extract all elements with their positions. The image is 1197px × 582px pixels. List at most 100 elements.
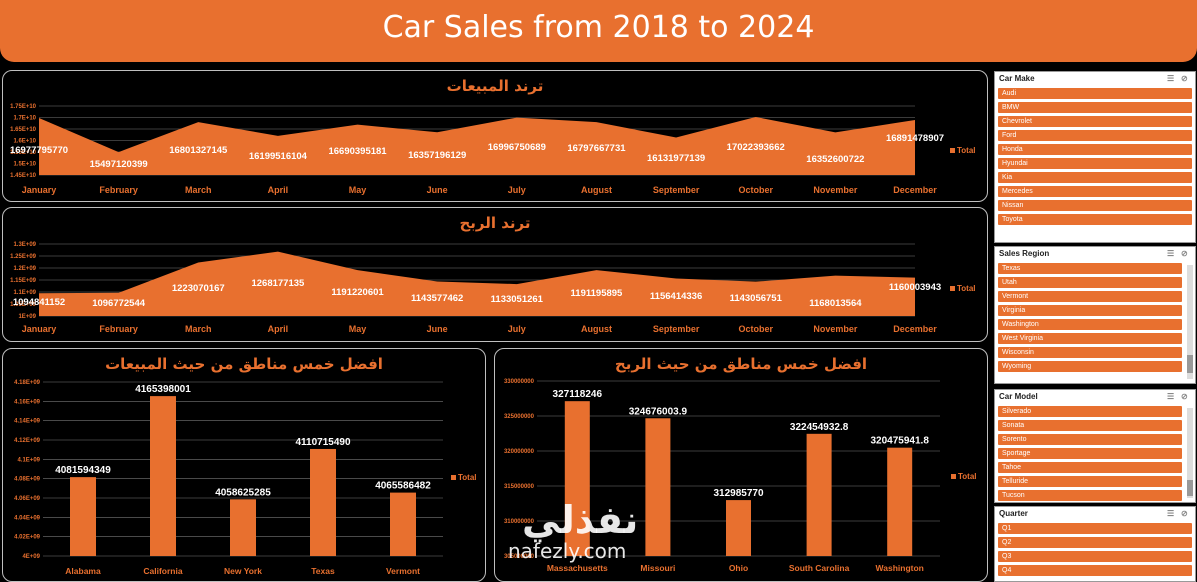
- slicer-item[interactable]: Mercedes: [998, 186, 1192, 197]
- legend-swatch: [950, 148, 955, 153]
- slicer-item[interactable]: Nissan: [998, 200, 1192, 211]
- data-label: 1160003943: [889, 282, 941, 293]
- y-tick-label: 1.3E+09: [13, 242, 36, 248]
- data-label: 1143056751: [730, 293, 783, 304]
- scrollbar[interactable]: [1187, 408, 1193, 498]
- multi-select-icon[interactable]: ☰: [1167, 392, 1175, 401]
- legend-label: Total: [958, 472, 977, 481]
- slicer-item[interactable]: Washington: [998, 319, 1182, 330]
- data-label: 1143577462: [411, 293, 463, 304]
- y-tick-label: 310000000: [504, 519, 535, 525]
- slicer-item[interactable]: Virginia: [998, 305, 1182, 316]
- slicer-item[interactable]: Tucson: [998, 490, 1182, 501]
- slicer-item[interactable]: Sonata: [998, 420, 1182, 431]
- slicer-item[interactable]: Honda: [998, 144, 1192, 155]
- y-tick-label: 4E+09: [22, 554, 40, 560]
- x-tick-label: South Carolina: [789, 563, 850, 573]
- data-label: 4165398001: [135, 384, 191, 395]
- multi-select-icon[interactable]: ☰: [1167, 249, 1175, 258]
- car-model-slicer[interactable]: Car Model ☰ ⊘ Silverado Sonata Sorento Sporta…: [994, 389, 1196, 503]
- x-tick-label: March: [185, 324, 212, 334]
- data-label: 16690395181: [328, 146, 387, 157]
- slicer-item[interactable]: Telluride: [998, 476, 1182, 487]
- quarter-slicer[interactable]: Quarter ☰ ⊘ Q1 Q2 Q3 Q4: [994, 506, 1196, 582]
- slicer-item[interactable]: Wisconsin: [998, 347, 1182, 358]
- multi-select-icon[interactable]: ☰: [1167, 74, 1175, 83]
- dashboard-title: Car Sales from 2018 to 2024: [0, 0, 1197, 62]
- x-tick-label: Massachusetts: [547, 563, 608, 573]
- y-tick-label: 4.16E+09: [14, 399, 41, 405]
- slicer-item[interactable]: Sportage: [998, 448, 1182, 459]
- x-tick-label: May: [349, 324, 367, 334]
- x-tick-label: April: [268, 324, 289, 334]
- clear-filter-icon[interactable]: ⊘: [1181, 509, 1188, 518]
- slicer-item[interactable]: Q3: [998, 551, 1192, 562]
- multi-select-icon[interactable]: ☰: [1167, 509, 1175, 518]
- x-tick-label: May: [349, 185, 367, 195]
- data-label: 16801327145: [169, 145, 228, 156]
- watermark-latin: nafezly.com: [508, 539, 627, 563]
- clear-filter-icon[interactable]: ⊘: [1181, 392, 1188, 401]
- bar: [564, 401, 590, 556]
- slicer-item[interactable]: Texas: [998, 263, 1182, 274]
- bar: [806, 433, 832, 556]
- slicer-item[interactable]: Toyota: [998, 214, 1192, 225]
- slicer-item[interactable]: Tahoe: [998, 462, 1182, 473]
- top-profit-regions-panel: افضل خمس مناطق من حيث الربح 330000000 325…: [494, 348, 988, 582]
- data-label: 4081594349: [55, 465, 111, 476]
- slicer-item[interactable]: Ford: [998, 130, 1192, 141]
- bar: [70, 477, 96, 556]
- x-tick-label: June: [427, 324, 448, 334]
- y-tick-label: 4.1E+09: [17, 457, 40, 463]
- x-tick-label: December: [893, 185, 937, 195]
- data-label: 16996750689: [488, 142, 546, 153]
- slicer-item[interactable]: BMW: [998, 102, 1192, 113]
- data-label: 4110715490: [295, 437, 351, 448]
- x-tick-label: Missouri: [640, 563, 675, 573]
- slicer-item[interactable]: Q4: [998, 565, 1192, 576]
- sales-region-slicer[interactable]: Sales Region ☰ ⊘ Texas Utah Vermont Virginia W…: [994, 246, 1196, 384]
- slicer-item[interactable]: Q1: [998, 523, 1192, 534]
- slicer-item[interactable]: Vermont: [998, 291, 1182, 302]
- data-label: 16199516104: [249, 151, 308, 162]
- slicer-item[interactable]: Hyundai: [998, 158, 1192, 169]
- x-tick-label: February: [99, 324, 138, 334]
- data-label: 16797667731: [567, 143, 626, 154]
- slicer-item[interactable]: Wyoming: [998, 361, 1182, 372]
- car-make-slicer[interactable]: Car Make ☰ ⊘ Audi BMW Chevrolet Ford Honda Hyun…: [994, 71, 1196, 243]
- y-tick-label: 4.12E+09: [14, 438, 41, 444]
- clear-filter-icon[interactable]: ⊘: [1181, 249, 1188, 258]
- top-sales-regions-chart: 4.18E+09 4.16E+09 4.14E+09 4.12E+09 4.1E+09 4…: [14, 380, 477, 576]
- y-tick-label: 315000000: [504, 484, 535, 490]
- top-sales-regions-panel: افضل خمس مناطق من حيث المبيعات 4.18E+09 4…: [2, 348, 486, 582]
- x-tick-label: January: [22, 185, 57, 195]
- x-tick-label: New York: [224, 566, 262, 576]
- chart-title: ترند المبيعات: [446, 77, 544, 95]
- area-series-total: [39, 251, 915, 316]
- slicer-item[interactable]: West Virginia: [998, 333, 1182, 344]
- data-label: 16131977139: [647, 153, 705, 164]
- data-label: 4065586482: [375, 481, 431, 492]
- scrollbar[interactable]: [1187, 265, 1193, 379]
- slicer-item[interactable]: Sorento: [998, 434, 1182, 445]
- slicer-item[interactable]: Silverado: [998, 406, 1182, 417]
- slicer-item[interactable]: Chevrolet: [998, 116, 1192, 127]
- data-label: 1133051261: [491, 294, 544, 305]
- y-tick-label: 1.1E+09: [13, 290, 36, 296]
- x-tick-label: July: [508, 324, 526, 334]
- legend-label: Total: [458, 473, 477, 482]
- y-tick-label: 4.18E+09: [14, 380, 41, 386]
- x-tick-label: Ohio: [729, 563, 748, 573]
- data-label: 15497120399: [90, 159, 148, 170]
- clear-filter-icon[interactable]: ⊘: [1181, 74, 1188, 83]
- y-tick-label: 1.2E+09: [13, 266, 36, 272]
- x-tick-label: Washington: [876, 563, 924, 573]
- legend-swatch: [951, 474, 956, 479]
- x-tick-label: February: [99, 185, 138, 195]
- slicer-item[interactable]: Utah: [998, 277, 1182, 288]
- slicer-item[interactable]: Audi: [998, 88, 1192, 99]
- slicer-item[interactable]: Q2: [998, 537, 1192, 548]
- bar: [887, 447, 913, 556]
- y-tick-label: 1.55E+10: [10, 150, 37, 156]
- slicer-item[interactable]: Kia: [998, 172, 1192, 183]
